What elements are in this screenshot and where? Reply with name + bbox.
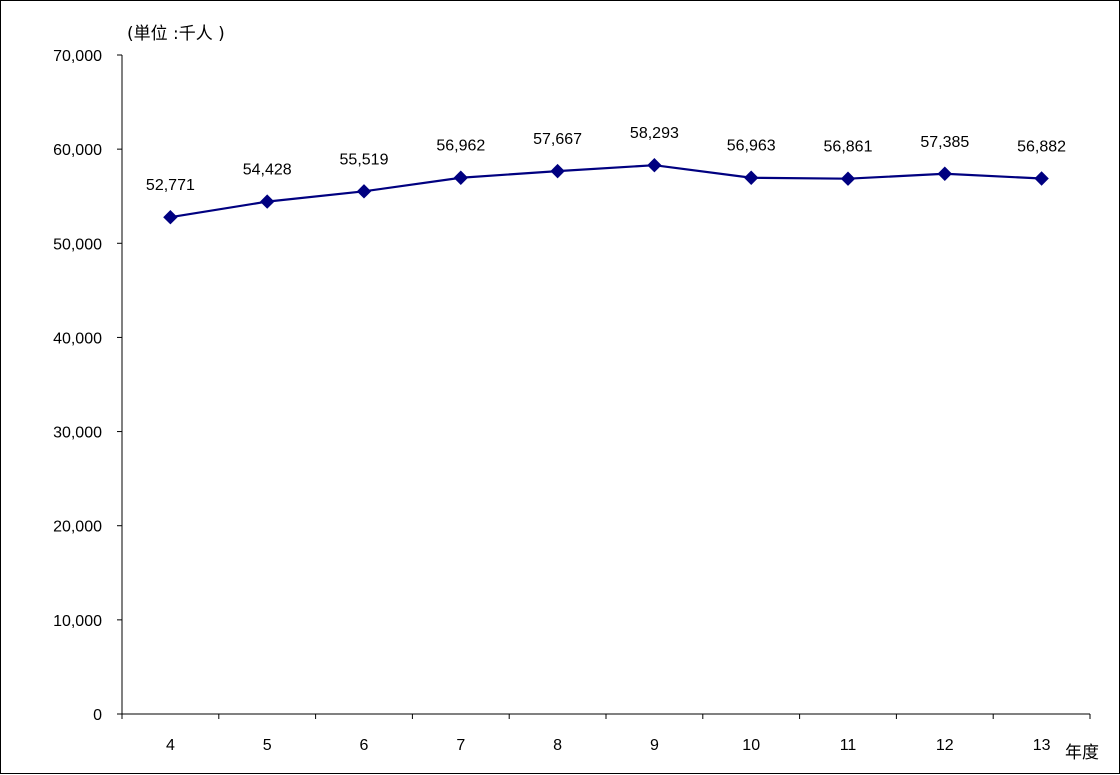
x-tick-label: 11 [840,737,857,754]
data-label: 56,861 [824,139,873,156]
data-label: 56,962 [436,138,485,155]
x-tick-label: 4 [166,737,175,754]
data-labels: 52,771 54,428 55,519 56,962 57,667 58,293 56,9… [146,125,1066,194]
x-axis-title: 年度 [1065,743,1099,763]
data-point-marker [937,166,953,181]
x-tick-label: 6 [360,737,369,754]
y-tick-label: 50,000 [53,236,102,253]
series-line [170,164,1042,219]
x-tick-label: 13 [1033,737,1051,754]
data-label: 52,771 [146,177,195,194]
x-tick-label: 9 [650,737,659,754]
y-tick-label: 0 [93,707,102,724]
x-tick-label: 5 [263,737,272,754]
data-point-marker [550,163,565,179]
data-point-marker [356,184,372,199]
series [163,158,1049,225]
data-point-marker [840,171,856,186]
x-tick-label: 10 [742,737,760,754]
data-label: 56,882 [1017,138,1066,155]
data-label: 54,428 [243,162,292,179]
data-label: 56,963 [727,138,776,155]
y-tick-label: 70,000 [53,48,102,65]
data-label: 57,385 [920,134,969,151]
data-label: 55,519 [340,151,389,168]
data-point-marker [647,158,662,173]
x-tick-label: 7 [456,737,465,754]
y-tick-label: 40,000 [53,330,102,347]
x-tick-label: 8 [553,737,562,754]
y-tick-label: 60,000 [53,142,102,159]
data-point-marker [1034,171,1049,186]
data-point-marker [453,170,469,185]
data-point-marker [743,170,759,185]
data-point-marker [163,209,178,225]
x-tick-label: 12 [936,737,954,754]
unit-label: (単位 :千人 ) [127,24,225,44]
y-tick-label: 20,000 [53,519,102,536]
y-tick-label: 10,000 [53,613,102,630]
ticks: 0 10,000 20,000 30,000 40,000 50,000 60,000 70,… [53,48,1091,754]
y-tick-label: 30,000 [53,425,102,442]
axes [121,55,1090,715]
data-label: 57,667 [533,131,582,148]
data-label: 58,293 [630,125,679,142]
data-point-marker [259,194,275,209]
